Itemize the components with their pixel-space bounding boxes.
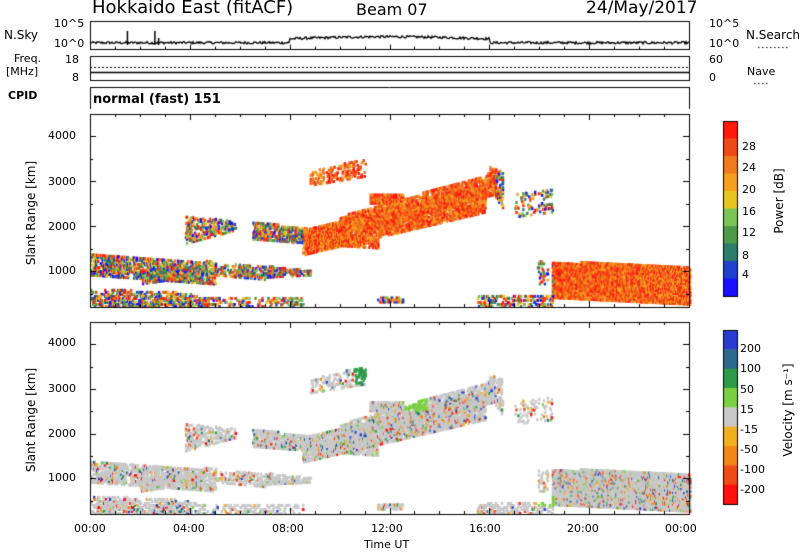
vel-cbar-label: Velocity [m s⁻¹] bbox=[781, 363, 795, 457]
noise-tick-top-left: 10^5 bbox=[54, 17, 85, 30]
noise-sky-label: N.Sky bbox=[4, 28, 39, 42]
velocity-ytick-4000: 4000 bbox=[48, 336, 76, 349]
vel-cbar-tick-15: 15 bbox=[740, 403, 754, 416]
velocity-ytick-1000: 1000 bbox=[48, 471, 76, 484]
power-cbar-label: Power [dB] bbox=[772, 168, 786, 234]
vel-cbar-tick-100: 100 bbox=[740, 362, 761, 375]
power-cbar-tick-4: 4 bbox=[742, 268, 749, 281]
cpid-mode: normal (fast) 151 bbox=[93, 92, 221, 107]
noise-tick-bot-right: 10^0 bbox=[709, 37, 740, 50]
velocity-ytick-2000: 2000 bbox=[48, 427, 76, 440]
freq-unit-label: [MHz] bbox=[6, 65, 39, 78]
velocity-ytick-3000: 3000 bbox=[48, 382, 76, 395]
power-cbar-tick-20: 20 bbox=[742, 183, 756, 196]
freq-label: Freq. bbox=[14, 52, 42, 65]
power-cbar-tick-12: 12 bbox=[742, 226, 756, 239]
velocity-ylabel: Slant Range [km] bbox=[24, 367, 38, 473]
power-ytick-1000: 1000 bbox=[48, 264, 76, 277]
cpid-label: CPID bbox=[8, 89, 38, 102]
noise-tick-bot-left: 10^0 bbox=[54, 37, 85, 50]
nave-tick-bot: 0 bbox=[709, 71, 716, 84]
power-cbar-tick-28: 28 bbox=[742, 140, 756, 153]
time-tick-2400: 00:00 bbox=[665, 522, 697, 535]
beam-title: Beam 07 bbox=[356, 0, 428, 19]
power-cbar-tick-16: 16 bbox=[742, 205, 756, 218]
date-title: 24/May/2017 bbox=[586, 0, 698, 18]
vel-cbar-tick-m50: -50 bbox=[740, 443, 758, 456]
vel-cbar-tick-m15: -15 bbox=[740, 423, 758, 436]
nave-tick-top: 60 bbox=[709, 53, 723, 66]
power-ytick-3000: 3000 bbox=[48, 175, 76, 188]
power-ytick-2000: 2000 bbox=[48, 220, 76, 233]
nave-label: Nave bbox=[747, 65, 776, 78]
time-tick-0000: 00:00 bbox=[74, 522, 106, 535]
time-tick-1600: 16:00 bbox=[469, 522, 501, 535]
noise-tick-top-right: 10^5 bbox=[709, 17, 740, 30]
time-tick-2000: 20:00 bbox=[567, 522, 599, 535]
power-cbar-tick-24: 24 bbox=[742, 161, 756, 174]
noise-search-label: N.Search bbox=[746, 28, 800, 42]
time-tick-0400: 04:00 bbox=[173, 522, 205, 535]
radar-title: Hokkaido East (fitACF) bbox=[92, 0, 294, 18]
power-cbar-tick-8: 8 bbox=[742, 249, 749, 262]
time-axis-label: Time UT bbox=[364, 538, 410, 551]
time-tick-0800: 08:00 bbox=[272, 522, 304, 535]
freq-tick-top: 18 bbox=[65, 53, 79, 66]
vel-cbar-tick-m200: -200 bbox=[740, 483, 765, 496]
time-tick-1200: 12:00 bbox=[371, 522, 403, 535]
freq-tick-bot: 8 bbox=[72, 71, 79, 84]
power-ylabel: Slant Range [km] bbox=[24, 160, 38, 266]
vel-cbar-tick-200: 200 bbox=[740, 342, 761, 355]
power-ytick-4000: 4000 bbox=[48, 129, 76, 142]
vel-cbar-tick-50: 50 bbox=[740, 383, 754, 396]
vel-cbar-tick-m100: -100 bbox=[740, 463, 765, 476]
